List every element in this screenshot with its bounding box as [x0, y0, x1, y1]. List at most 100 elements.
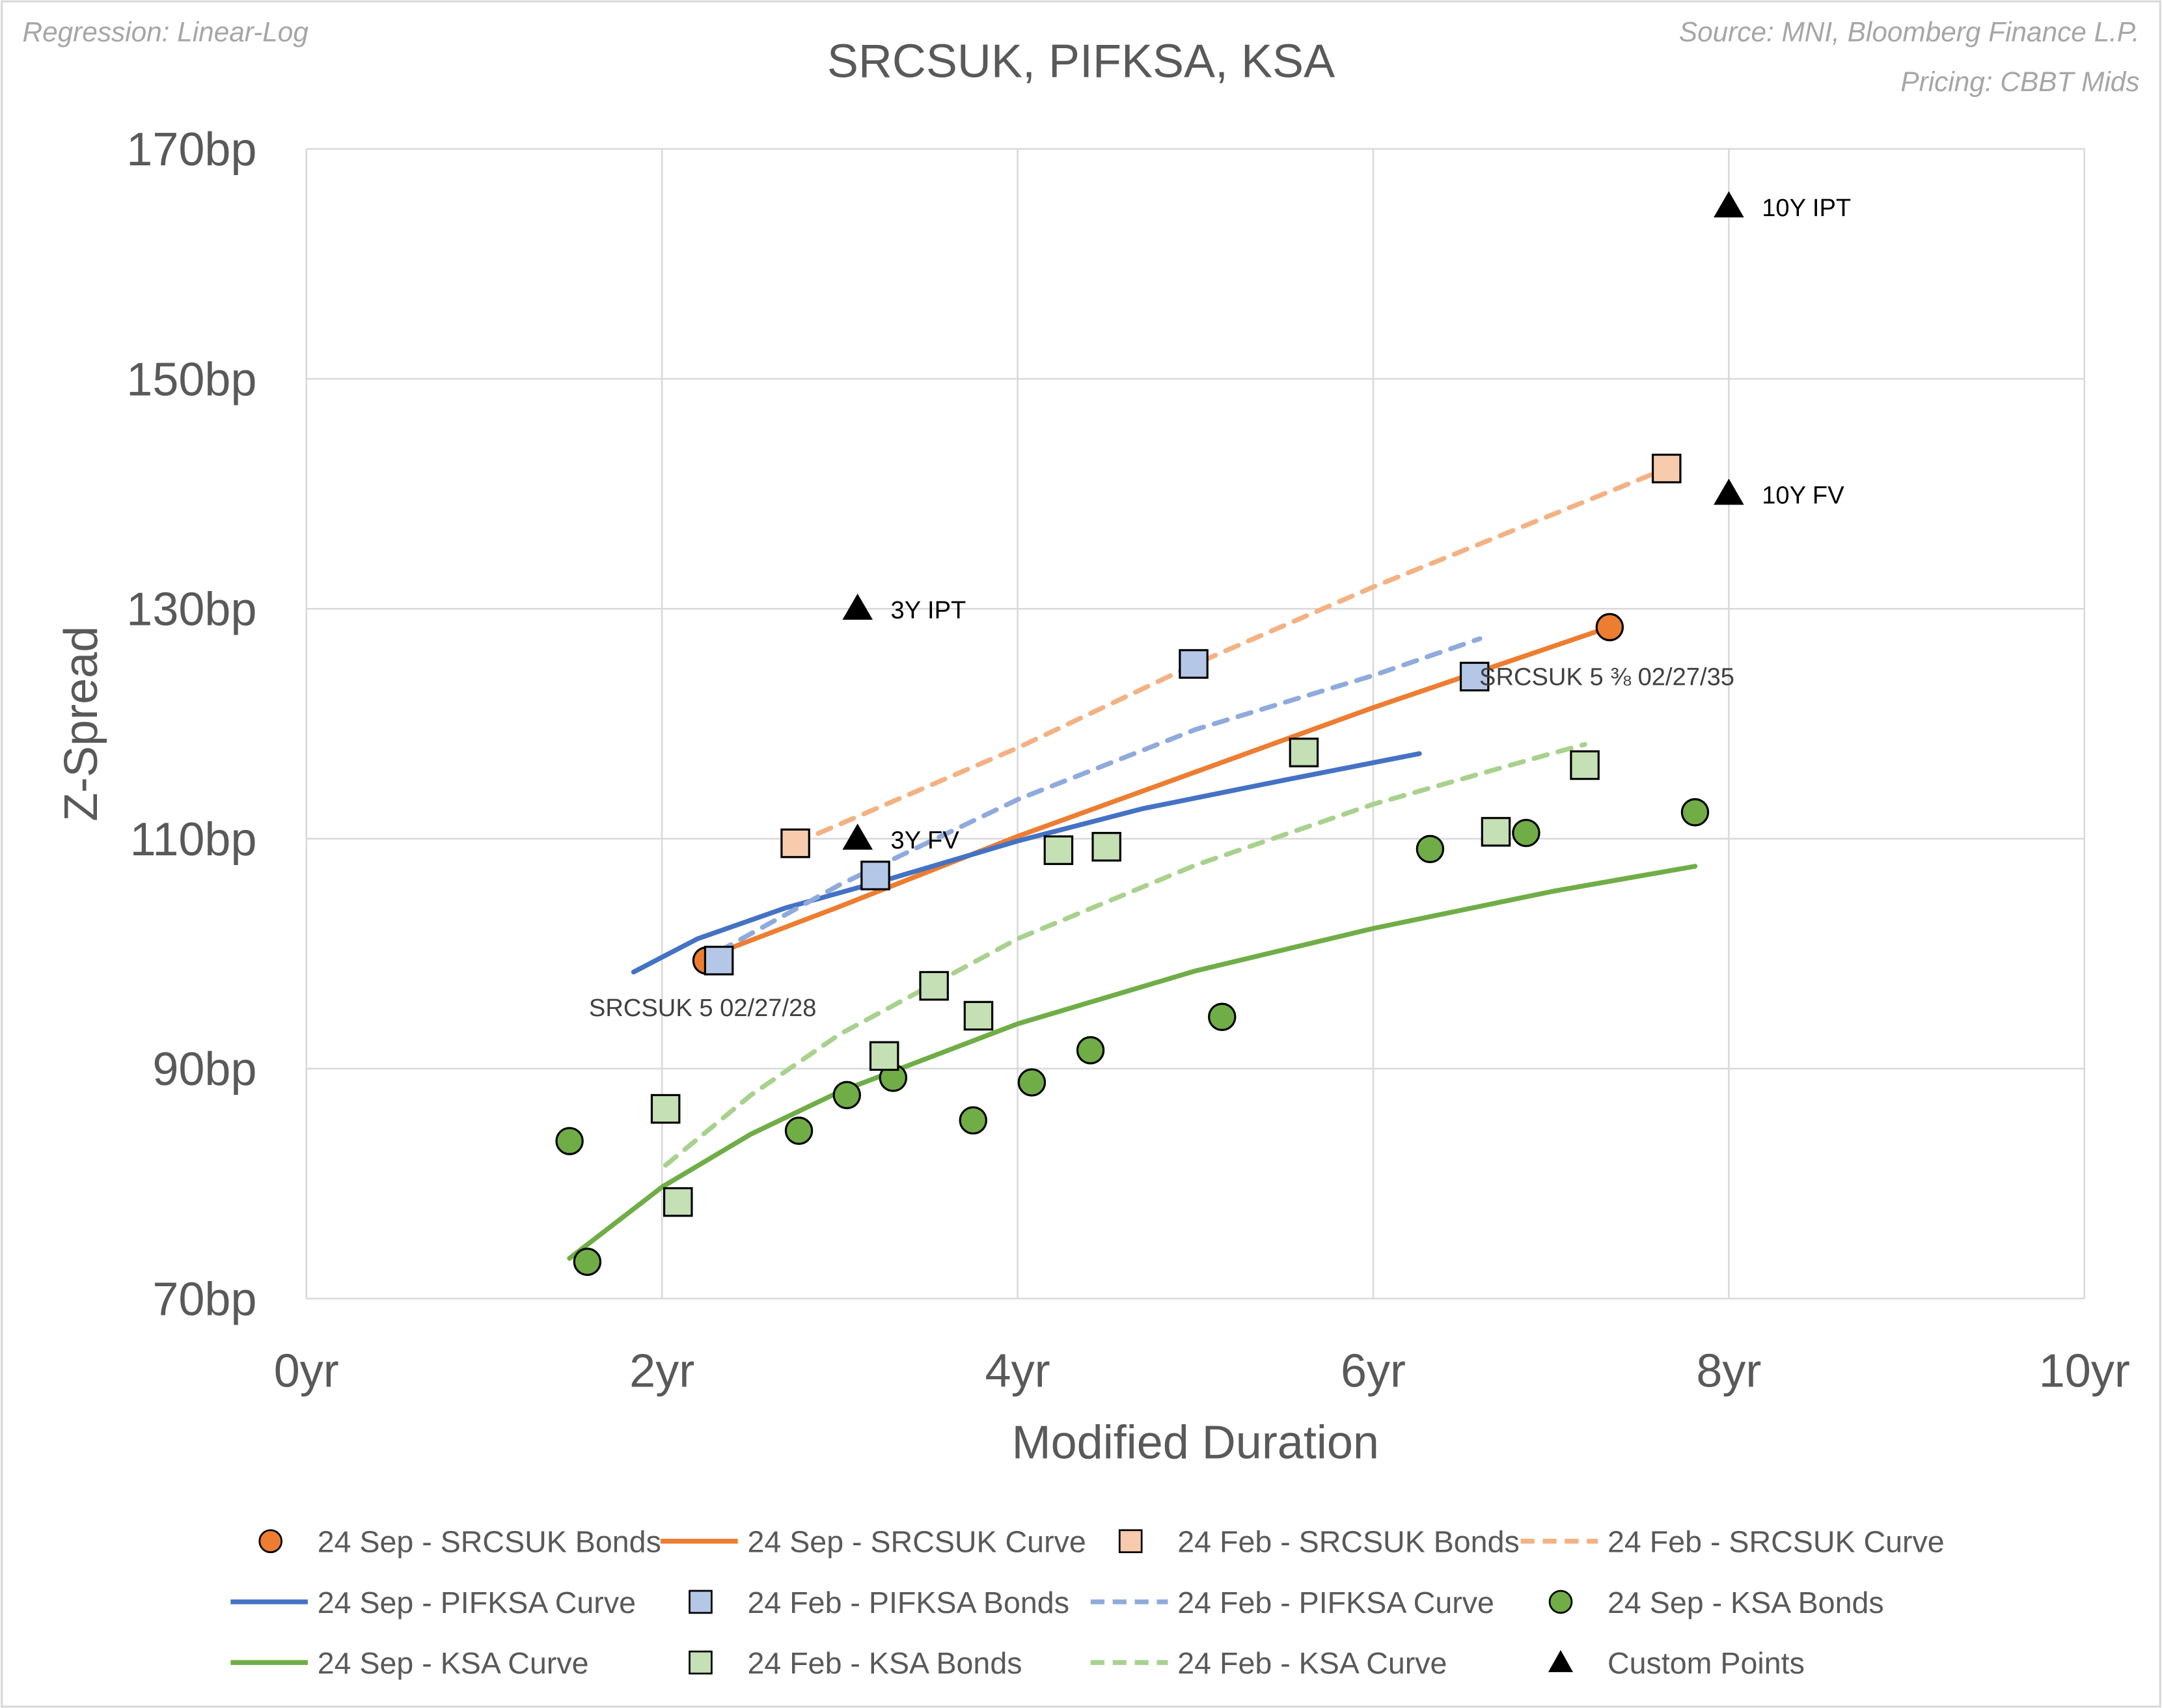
- legend-square-swatch: [1118, 1529, 1143, 1554]
- legend-item: 24 Sep - SRCSUK Curve: [661, 1525, 1086, 1559]
- custom-point-label: 3Y FV: [891, 826, 960, 854]
- legend-square-swatch: [689, 1650, 713, 1675]
- chart-title: SRCSUK, PIFKSA, KSA: [827, 36, 1335, 88]
- y-axis-ticks: 70bp 90bp 110bp 130bp 150bp 170bp: [126, 124, 256, 1325]
- y-tick-label: 130bp: [126, 584, 256, 636]
- bond-point: [1179, 649, 1209, 679]
- legend-item: 24 Sep - KSA Curve: [230, 1646, 589, 1680]
- bond-point: [1076, 1036, 1105, 1065]
- bond-point: [1459, 661, 1490, 692]
- legend-label: 24 Sep - KSA Curve: [318, 1646, 589, 1680]
- legend: 24 Sep - SRCSUK Bonds 24 Sep - SRCSUK Cur…: [230, 1525, 1945, 1680]
- y-tick-label: 110bp: [130, 814, 257, 866]
- x-axis-label: Modified Duration: [1012, 1417, 1379, 1469]
- custom-point-label: 10Y IPT: [1762, 194, 1851, 222]
- legend-label: 24 Feb - KSA Curve: [1177, 1646, 1447, 1680]
- legend-circle-swatch: [258, 1529, 283, 1554]
- legend-label: 24 Feb - SRCSUK Bonds: [1177, 1525, 1520, 1559]
- bond-annotation: SRCSUK 5 ⅜ 02/27/35: [1479, 663, 1734, 691]
- bond-point: [860, 861, 890, 890]
- y-axis-label: Z-Spread: [55, 626, 107, 821]
- legend-item: 24 Sep - SRCSUK Bonds: [258, 1525, 661, 1559]
- pricing-note: Pricing: CBBT Mids: [1900, 66, 2139, 97]
- legend-label: 24 Sep - PIFKSA Curve: [318, 1586, 636, 1619]
- bond-point: [1481, 817, 1511, 847]
- custom-point-marker: [842, 823, 873, 850]
- x-tick-label: 0yr: [274, 1345, 339, 1398]
- y-tick-label: 70bp: [152, 1273, 256, 1325]
- source-note: Source: MNI, Bloomberg Finance L.P.: [1679, 17, 2140, 48]
- x-tick-label: 4yr: [985, 1345, 1050, 1398]
- curve-line: [567, 864, 1698, 1261]
- bond-point: [1017, 1068, 1047, 1097]
- regression-note: Regression: Linear-Log: [23, 17, 309, 48]
- bond-point: [1570, 750, 1600, 780]
- legend-label: Custom Points: [1608, 1646, 1805, 1680]
- bond-point: [663, 1187, 693, 1217]
- curve-line: [793, 466, 1669, 846]
- legend-triangle-swatch: [1548, 1650, 1574, 1672]
- custom-point-label: 10Y FV: [1762, 481, 1844, 509]
- legend-label: 24 Sep - SRCSUK Curve: [747, 1525, 1086, 1559]
- legend-label: 24 Feb - KSA Bonds: [747, 1646, 1022, 1680]
- y-tick-label: 150bp: [126, 353, 256, 406]
- bond-point: [784, 1116, 814, 1145]
- legend-label: 24 Sep - SRCSUK Bonds: [318, 1525, 661, 1559]
- bond-point: [869, 1041, 899, 1071]
- annotations: 3Y IPT 3Y FV 10Y IPT 10Y FV SRCSUK 5 02/27/2…: [589, 194, 1851, 1022]
- bond-point: [1289, 737, 1319, 767]
- bond-point: [1595, 613, 1624, 642]
- custom-point-marker: [1714, 478, 1744, 505]
- bond-point: [704, 945, 734, 976]
- y-tick-label: 90bp: [152, 1043, 256, 1095]
- legend-circle-swatch: [1548, 1590, 1573, 1614]
- bond-point: [1512, 818, 1540, 847]
- legend-item: 24 Sep - PIFKSA Curve: [230, 1586, 636, 1619]
- x-tick-label: 6yr: [1341, 1345, 1406, 1398]
- curve-line: [631, 751, 1422, 974]
- y-tick-label: 170bp: [126, 124, 256, 176]
- legend-item: Custom Points: [1548, 1646, 1805, 1680]
- gridlines: [305, 148, 2086, 1300]
- legend-label: 24 Feb - SRCSUK Curve: [1608, 1525, 1945, 1559]
- curve-line: [695, 624, 1613, 963]
- legend-item: 24 Feb - KSA Bonds: [689, 1646, 1022, 1680]
- legend-item: 24 Feb - PIFKSA Bonds: [689, 1586, 1069, 1619]
- bond-points: [555, 191, 1744, 1276]
- bond-point: [1416, 834, 1445, 864]
- legend-square-swatch: [689, 1590, 713, 1614]
- bond-point: [1043, 835, 1074, 865]
- legend-label: 24 Feb - PIFKSA Curve: [1177, 1586, 1494, 1619]
- x-tick-label: 10yr: [2039, 1345, 2130, 1398]
- bond-point: [1208, 1002, 1237, 1031]
- legend-item: 24 Feb - KSA Curve: [1090, 1646, 1447, 1680]
- bond-point: [555, 1127, 584, 1155]
- legend-item: 24 Feb - SRCSUK Curve: [1520, 1525, 1945, 1559]
- curve-line: [663, 741, 1587, 1168]
- bond-point: [1680, 798, 1710, 827]
- bond-point: [832, 1081, 862, 1110]
- legend-item: 24 Feb - PIFKSA Curve: [1090, 1586, 1494, 1619]
- custom-point-marker: [842, 593, 873, 620]
- bond-point: [959, 1106, 987, 1135]
- bond-point: [919, 971, 949, 1001]
- bond-point: [780, 828, 810, 859]
- legend-item: 24 Sep - KSA Bonds: [1548, 1586, 1884, 1619]
- curves: [567, 466, 1698, 1261]
- bond-point: [963, 1000, 994, 1031]
- bond-point: [1091, 832, 1121, 862]
- curve-line: [716, 636, 1483, 954]
- bond-point: [573, 1247, 602, 1276]
- custom-point-marker: [1714, 191, 1744, 217]
- bond-point: [1651, 453, 1682, 484]
- bond-annotation: SRCSUK 5 02/27/28: [589, 994, 817, 1022]
- custom-point-label: 3Y IPT: [891, 596, 966, 624]
- legend-label: 24 Feb - PIFKSA Bonds: [747, 1586, 1069, 1619]
- x-tick-label: 8yr: [1696, 1345, 1761, 1398]
- bond-point: [650, 1094, 681, 1124]
- legend-item: 24 Feb - SRCSUK Bonds: [1118, 1525, 1520, 1559]
- x-tick-label: 2yr: [629, 1345, 694, 1398]
- legend-label: 24 Sep - KSA Bonds: [1608, 1586, 1884, 1619]
